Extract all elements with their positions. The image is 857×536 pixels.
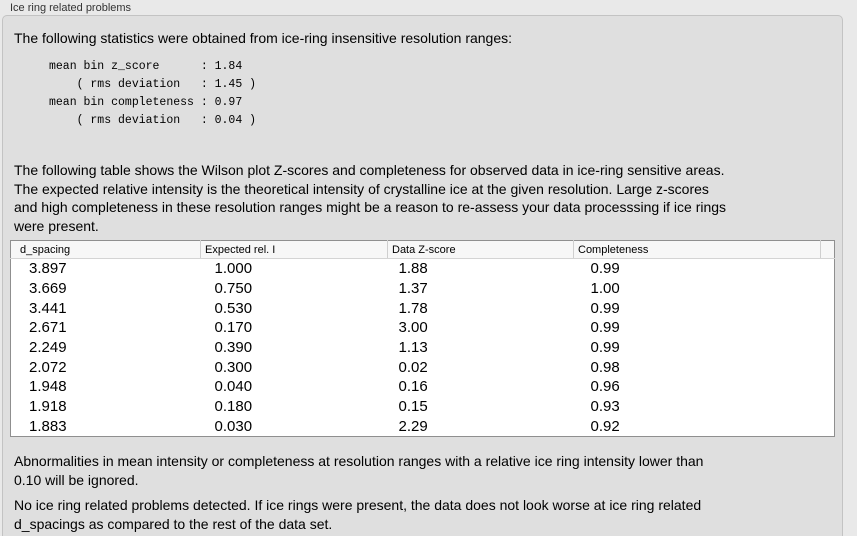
table-cell	[821, 318, 835, 338]
table-row[interactable]: 2.249 0.390 1.13 0.99	[11, 338, 835, 358]
table-body: 3.897 1.000 1.88 0.99 3.669 0.750 1.37 1.00 3.44…	[11, 259, 835, 437]
table-cell: 0.99	[590, 319, 620, 337]
ice-ring-table[interactable]: d_spacing Expected rel. I Data Z-score Comp…	[10, 240, 835, 438]
table-cell: 1.88	[398, 260, 428, 278]
intro-text: The following statistics were obtained f…	[14, 30, 513, 46]
table-cell: 0.180	[214, 398, 253, 416]
table-header-row: d_spacing Expected rel. I Data Z-score Comp…	[10, 240, 835, 259]
ice-ring-table-wrap: d_spacing Expected rel. I Data Z-score Comp…	[10, 240, 835, 438]
table-cell	[821, 298, 835, 318]
column-header[interactable]: Data Z-score	[387, 240, 574, 259]
table-cell: 2.29	[398, 417, 428, 435]
table-cell: 0.030	[214, 417, 253, 435]
table-cell: 0.15	[398, 398, 428, 416]
table-row[interactable]: 2.671 0.170 3.00 0.99	[11, 318, 835, 338]
text-line: The expected relative intensity is the t…	[14, 180, 709, 197]
table-row[interactable]: 1.918 0.180 0.15 0.93	[11, 397, 835, 417]
text-line: Abnormalities in mean intensity or compl…	[14, 453, 704, 469]
text-line: d_spacings as compared to the rest of th…	[14, 515, 333, 532]
table-cell: 0.92	[590, 417, 620, 435]
groupbox-title: Ice ring related problems	[10, 2, 132, 14]
table-cell: 0.040	[214, 378, 253, 396]
table-cell: 1.000	[214, 260, 253, 278]
table-cell: 0.16	[398, 378, 428, 396]
table-cell: 1.918	[29, 398, 67, 416]
table-row[interactable]: 2.072 0.300 0.02 0.98	[11, 357, 835, 377]
table-cell: 0.530	[214, 299, 253, 317]
table-row[interactable]: 3.897 1.000 1.88 0.99	[11, 259, 835, 279]
table-cell: 0.99	[590, 299, 620, 317]
table-cell: 2.249	[29, 339, 67, 357]
table-row[interactable]: 3.669 0.750 1.37 1.00	[11, 279, 835, 299]
table-cell: 1.37	[398, 280, 428, 298]
table-cell: 0.750	[214, 280, 253, 298]
table-cell: 0.170	[214, 319, 253, 337]
table-cell: 1.948	[29, 378, 67, 396]
text-line: ( rms deviation : 1.45 )	[49, 78, 257, 91]
text-line: 0.10 will be ignored.	[14, 471, 139, 488]
column-header[interactable]: d_spacing	[10, 240, 201, 259]
table-cell: 3.00	[398, 319, 428, 337]
text-line: were present.	[14, 217, 99, 234]
table-cell: 0.98	[590, 358, 620, 376]
table-cell: 1.78	[398, 299, 428, 317]
column-header[interactable]: Completeness	[573, 240, 821, 259]
column-header[interactable]: Expected rel. I	[200, 240, 388, 259]
table-row[interactable]: 1.948 0.040 0.16 0.96	[11, 377, 835, 397]
text-line: The following table shows the Wilson plo…	[14, 162, 725, 178]
statistics-block: mean bin z_score : 1.84 ( rms deviation …	[49, 58, 256, 130]
table-cell: 0.99	[590, 339, 620, 357]
table-description-text: The following table shows the Wilson plo…	[14, 161, 726, 235]
table-cell: 1.13	[398, 339, 428, 357]
table-cell: 0.02	[398, 358, 428, 376]
table-cell: 0.99	[590, 260, 620, 278]
table-cell: 2.072	[29, 358, 67, 376]
table-cell: 2.671	[29, 319, 67, 337]
table-cell: 1.883	[29, 417, 67, 435]
ignore-note-text: Abnormalities in mean intensity or compl…	[14, 452, 703, 489]
table-row[interactable]: 3.441 0.530 1.78 0.99	[11, 298, 835, 318]
text-line: ( rms deviation : 0.04 )	[49, 114, 257, 127]
table-cell: 0.93	[590, 398, 620, 416]
table-cell	[821, 357, 835, 377]
table-cell: 0.300	[214, 358, 253, 376]
table-cell	[821, 338, 835, 358]
table-cell: 0.96	[590, 378, 620, 396]
table-cell: 1.00	[590, 280, 620, 298]
table-cell	[821, 397, 835, 417]
ice-ring-panel: The following statistics were obtained f…	[2, 15, 843, 536]
table-cell	[821, 417, 835, 437]
table-cell: 0.390	[214, 339, 253, 357]
table-cell: 3.669	[29, 280, 67, 298]
conclusion-text: No ice ring related problems detected. I…	[14, 496, 701, 533]
table-cell: 3.897	[29, 260, 67, 278]
table-cell	[821, 279, 835, 299]
text-line: mean bin completeness : 0.97	[49, 96, 243, 109]
text-line: No ice ring related problems detected. I…	[14, 497, 702, 513]
table-row[interactable]: 1.883 0.030 2.29 0.92	[11, 417, 835, 437]
table-cell: 3.441	[29, 299, 67, 317]
table-cell	[821, 377, 835, 397]
text-line: and high completeness in these resolutio…	[14, 199, 727, 215]
text-line: mean bin z_score : 1.84	[49, 60, 243, 73]
column-header[interactable]	[820, 240, 835, 259]
table-cell	[821, 259, 835, 279]
